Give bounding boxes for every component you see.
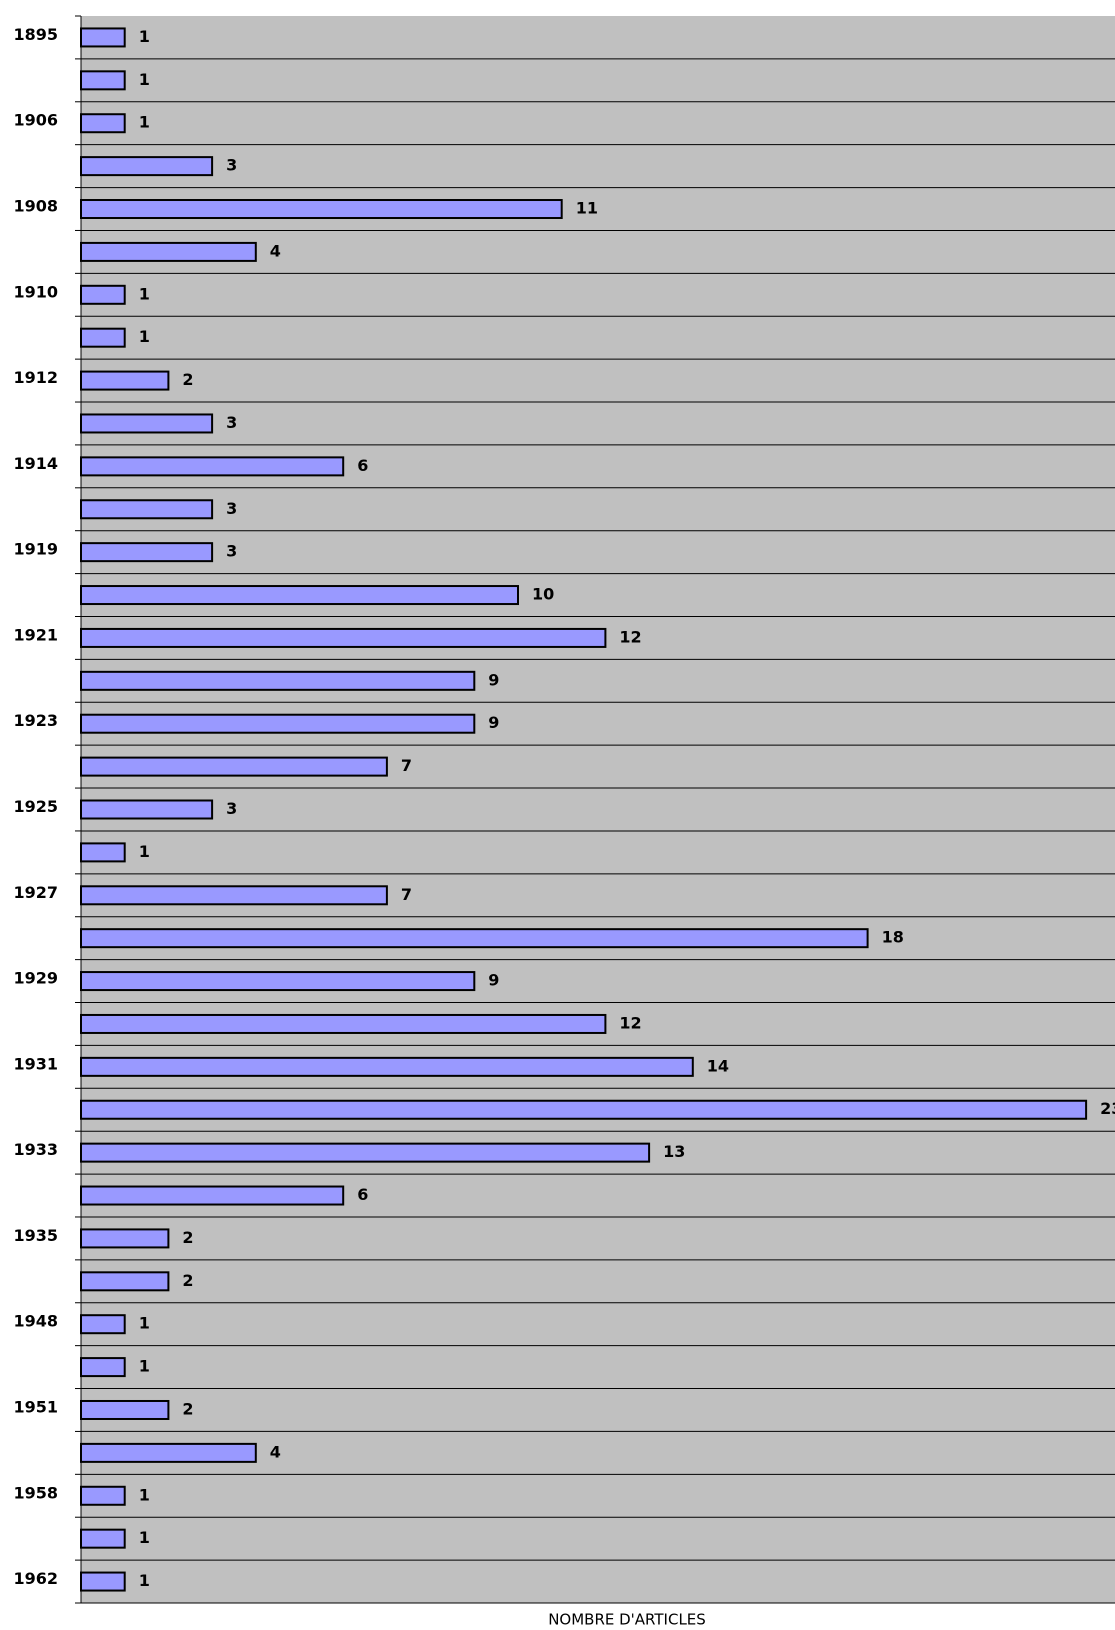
bar [80, 1056, 694, 1077]
bar [80, 756, 388, 777]
data-label: 11 [576, 199, 598, 218]
y-tick-label: 1908 [13, 197, 58, 216]
y-tick-label: 1933 [13, 1140, 58, 1159]
data-label: 1 [139, 1528, 150, 1547]
plot-area [81, 16, 1115, 1603]
data-label: 6 [357, 456, 368, 475]
bar [80, 670, 476, 691]
data-label: 7 [401, 885, 412, 904]
bar [80, 542, 214, 563]
bar [80, 156, 214, 177]
y-tick-label: 1929 [13, 969, 58, 988]
y-tick-label: 1910 [13, 282, 58, 301]
bar [80, 713, 476, 734]
data-label: 18 [882, 928, 904, 947]
data-label: 3 [226, 799, 237, 818]
data-label: 10 [532, 585, 554, 604]
data-label: 9 [488, 713, 499, 732]
data-label: 23 [1100, 1099, 1115, 1118]
data-label: 14 [707, 1056, 729, 1075]
y-tick-label: 1919 [13, 540, 58, 559]
data-label: 7 [401, 756, 412, 775]
data-label: 1 [139, 284, 150, 303]
data-label: 1 [139, 1485, 150, 1504]
data-label: 6 [357, 1185, 368, 1204]
bar [80, 1571, 126, 1592]
data-label: 3 [226, 413, 237, 432]
bar [80, 284, 126, 305]
bar [80, 499, 214, 520]
bar [80, 1099, 1088, 1120]
bar [80, 70, 126, 91]
data-label: 1 [139, 27, 150, 46]
data-label: 1 [139, 1314, 150, 1333]
y-tick-label: 1958 [13, 1483, 58, 1502]
y-tick-label: 1935 [13, 1226, 58, 1245]
bar [80, 113, 126, 134]
data-label: 1 [139, 1357, 150, 1376]
bar [80, 842, 126, 863]
bar [80, 885, 388, 906]
bar [80, 241, 257, 262]
data-label: 2 [182, 370, 193, 389]
bar [80, 1142, 651, 1163]
data-label: 12 [619, 1013, 641, 1032]
bar [80, 1485, 126, 1506]
bar [80, 370, 170, 391]
data-label: 2 [182, 1271, 193, 1290]
bar [80, 456, 345, 477]
y-tick-label: 1927 [13, 883, 58, 902]
y-tick-label: 1914 [13, 454, 58, 473]
data-label: 1 [139, 327, 150, 346]
data-label: 9 [488, 670, 499, 689]
bar [80, 1442, 257, 1463]
bar [80, 1185, 345, 1206]
y-tick-label: 1925 [13, 797, 58, 816]
bar [80, 1228, 170, 1249]
bar [80, 1357, 126, 1378]
bar [80, 327, 126, 348]
data-label: 3 [226, 499, 237, 518]
y-tick-label: 1912 [13, 368, 58, 387]
data-label: 1 [139, 842, 150, 861]
bar [80, 1013, 607, 1034]
data-label: 1 [139, 70, 150, 89]
bar [80, 1314, 126, 1335]
y-tick-label: 1921 [13, 625, 58, 644]
y-tick-label: 1906 [13, 111, 58, 130]
y-tick-label: 1923 [13, 711, 58, 730]
bar [80, 971, 476, 992]
data-label: 3 [226, 542, 237, 561]
data-label: 4 [270, 241, 281, 260]
x-axis-title: NOMBRE D'ARTICLES [548, 1611, 706, 1629]
y-tick-label: 1962 [13, 1569, 58, 1588]
data-label: 1 [139, 113, 150, 132]
data-label: 13 [663, 1142, 685, 1161]
bar [80, 199, 563, 220]
bar [80, 1271, 170, 1292]
data-label: 1 [139, 1571, 150, 1590]
bar [80, 1528, 126, 1549]
y-tick-label: 1931 [13, 1054, 58, 1073]
y-tick-label: 1895 [13, 25, 58, 44]
bar [80, 1399, 170, 1420]
bar [80, 928, 869, 949]
y-tick-label: 1948 [13, 1312, 58, 1331]
bar [80, 627, 607, 648]
bar [80, 27, 126, 48]
bar [80, 585, 519, 606]
bar [80, 799, 214, 820]
bar [80, 413, 214, 434]
y-tick-label: 1951 [13, 1397, 58, 1416]
data-label: 4 [270, 1442, 281, 1461]
data-label: 2 [182, 1399, 193, 1418]
data-label: 2 [182, 1228, 193, 1247]
data-label: 9 [488, 971, 499, 990]
data-label: 12 [619, 627, 641, 646]
data-label: 3 [226, 156, 237, 175]
